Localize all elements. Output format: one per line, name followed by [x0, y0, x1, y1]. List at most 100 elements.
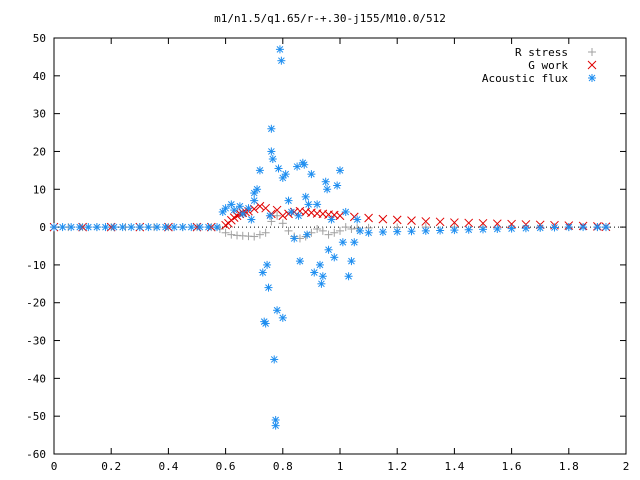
data-point [392, 215, 402, 225]
x-axis: 0 0.2 0.4 0.6 0.8 1 1.2 1.4 1.6 1.8 2 [51, 38, 629, 473]
y-tick-label: 50 [33, 32, 46, 45]
y-tick-label: -30 [26, 335, 46, 348]
legend-marker [587, 60, 597, 70]
data-point [170, 223, 179, 232]
data-point [507, 219, 516, 229]
x-tick-label: 1.4 [444, 460, 464, 473]
data-point [436, 226, 445, 235]
data-point [341, 207, 350, 216]
data-point [421, 226, 430, 235]
data-point [152, 223, 161, 232]
y-tick-label: -20 [26, 297, 46, 310]
data-point [229, 213, 239, 222]
data-point [255, 166, 264, 175]
data-point [315, 260, 324, 269]
legend-marker [588, 48, 596, 56]
x-tick-label: 0.6 [216, 460, 236, 473]
data-point [247, 215, 256, 224]
data-point [287, 207, 296, 216]
data-point [278, 219, 287, 228]
x-tick-label: 0.2 [101, 460, 121, 473]
y-tick-label: -10 [26, 259, 46, 272]
y-tick-label: 10 [33, 183, 46, 196]
data-point [101, 223, 110, 232]
data-point [356, 226, 365, 235]
data-point [271, 421, 280, 430]
data-point [593, 223, 602, 232]
legend-marker [588, 74, 596, 82]
x-tick-label: 1.2 [387, 460, 407, 473]
data-point [204, 223, 213, 232]
data-point [75, 223, 84, 232]
data-point [267, 217, 276, 226]
data-point [295, 257, 304, 266]
data-point [221, 204, 230, 213]
data-point [290, 234, 299, 243]
data-point [235, 202, 244, 211]
data-point [564, 223, 573, 232]
data-point [178, 223, 187, 232]
plot-frame [53, 37, 627, 455]
data-point [221, 228, 230, 237]
data-point [267, 147, 276, 156]
data-point [350, 238, 359, 247]
legend-label: Acoustic flux [482, 72, 568, 85]
data-point [318, 272, 327, 281]
data-point [144, 223, 153, 232]
data-point [435, 217, 445, 227]
data-point [407, 216, 416, 226]
y-tick-label: -40 [26, 372, 46, 385]
data-point [135, 223, 144, 232]
data-point [250, 232, 259, 241]
data-point [347, 224, 356, 233]
x-tick-label: 0.8 [273, 460, 293, 473]
data-point [127, 223, 136, 232]
data-point [261, 228, 270, 237]
x-tick-label: 0.4 [158, 460, 178, 473]
series-acoustic-flux [50, 45, 610, 430]
data-point [261, 319, 270, 328]
data-point [330, 228, 339, 237]
data-point [536, 223, 545, 232]
data-point [324, 245, 333, 254]
data-point [364, 213, 373, 223]
data-point [255, 230, 264, 239]
data-point [230, 206, 239, 215]
data-point [335, 211, 345, 221]
data-point [227, 230, 236, 239]
data-point [421, 217, 431, 226]
data-point [450, 226, 459, 235]
data-point [579, 223, 588, 232]
y-tick-label: -60 [26, 448, 46, 461]
data-point [323, 185, 332, 194]
data-point [273, 211, 282, 220]
data-point [274, 164, 283, 173]
data-point [333, 181, 342, 190]
data-point [324, 230, 333, 239]
data-point [265, 211, 274, 220]
data-point [268, 155, 277, 164]
data-point [464, 218, 474, 228]
data-point [227, 200, 236, 209]
data-point [313, 200, 322, 209]
data-point [378, 228, 387, 237]
data-point [507, 224, 516, 233]
data-point [278, 313, 287, 322]
data-point [313, 224, 322, 233]
data-point [327, 215, 336, 224]
data-point [273, 306, 282, 315]
data-point [264, 283, 273, 292]
y-tick-label: 20 [33, 145, 46, 158]
data-point [275, 45, 284, 54]
data-point [307, 170, 316, 179]
data-point [464, 225, 473, 234]
data-points [49, 45, 611, 430]
x-tick-label: 0 [51, 460, 58, 473]
data-point [277, 56, 286, 65]
data-point [50, 223, 58, 232]
data-point [221, 220, 230, 230]
data-point [263, 260, 272, 269]
data-point [336, 166, 344, 175]
data-point [318, 226, 327, 235]
